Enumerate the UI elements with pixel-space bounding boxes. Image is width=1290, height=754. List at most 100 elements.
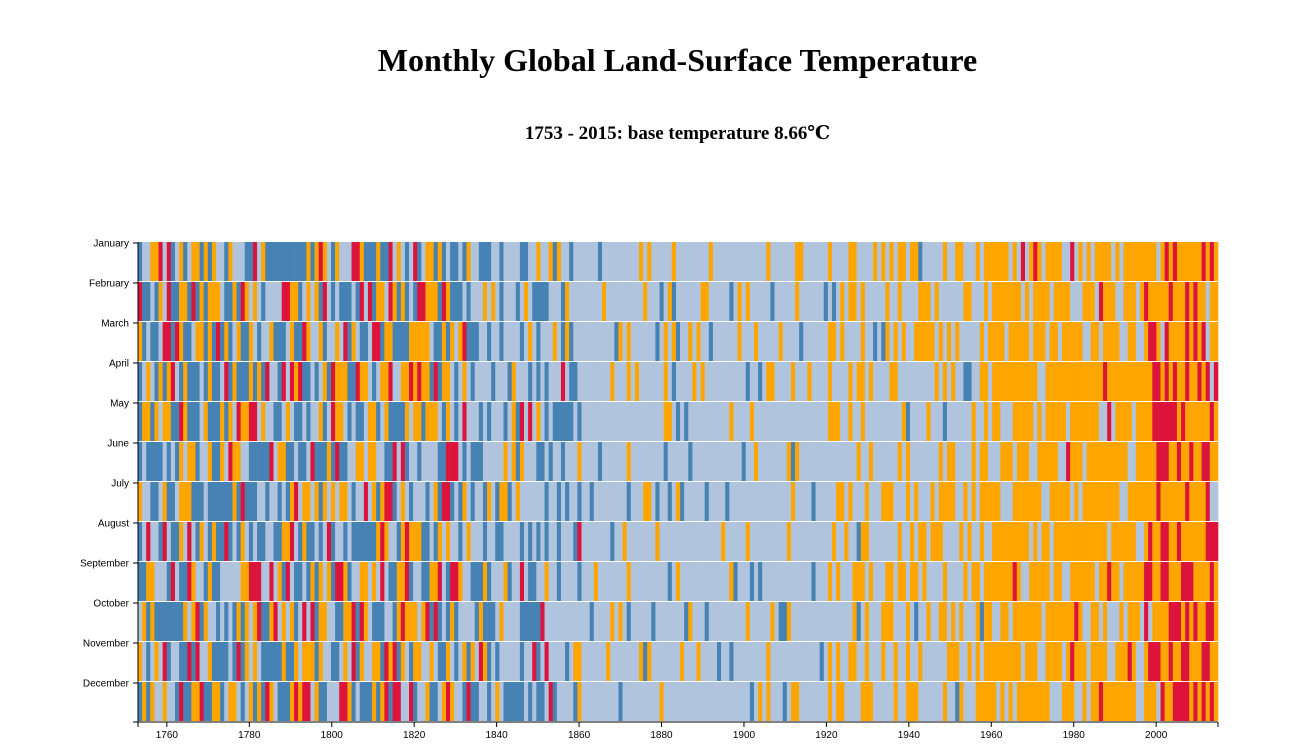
heatmap-cell[interactable] <box>236 602 241 641</box>
heatmap-cell[interactable] <box>166 562 172 601</box>
heatmap-cell[interactable] <box>433 402 439 441</box>
heatmap-cell[interactable] <box>733 322 738 361</box>
heatmap-cell[interactable] <box>877 282 882 321</box>
heatmap-cell[interactable] <box>367 282 373 321</box>
heatmap-cell[interactable] <box>326 642 332 681</box>
heatmap-cell[interactable] <box>232 642 237 681</box>
heatmap-cell[interactable] <box>996 442 1001 481</box>
heatmap-cell[interactable] <box>367 562 373 601</box>
heatmap-cell[interactable] <box>384 482 389 521</box>
heatmap-cell[interactable] <box>257 642 262 681</box>
heatmap-cell[interactable] <box>166 682 172 721</box>
heatmap-cell[interactable] <box>873 442 878 481</box>
heatmap-cell[interactable] <box>934 322 940 361</box>
heatmap-cell[interactable] <box>565 362 570 401</box>
heatmap-cell[interactable] <box>684 562 689 601</box>
heatmap-cell[interactable] <box>634 322 640 361</box>
heatmap-cell[interactable] <box>729 362 734 401</box>
heatmap-cell[interactable] <box>491 602 496 641</box>
heatmap-cell[interactable] <box>503 482 508 521</box>
heatmap-cell[interactable] <box>643 362 648 401</box>
heatmap-cell[interactable] <box>294 682 299 721</box>
heatmap-cell[interactable] <box>897 282 903 321</box>
heatmap-cell[interactable] <box>1057 322 1063 361</box>
heatmap-cell[interactable] <box>560 482 566 521</box>
heatmap-cell[interactable] <box>540 642 545 681</box>
heatmap-cell[interactable] <box>983 522 989 561</box>
heatmap-cell[interactable] <box>606 402 611 441</box>
heatmap-cell[interactable] <box>515 282 521 321</box>
heatmap-cell[interactable] <box>174 642 180 681</box>
heatmap-cell[interactable] <box>450 642 455 681</box>
heatmap-cell[interactable] <box>996 402 1001 441</box>
heatmap-cell[interactable] <box>893 562 898 601</box>
heatmap-cell[interactable] <box>975 282 981 321</box>
heatmap-cell[interactable] <box>581 602 586 641</box>
heatmap-cell[interactable] <box>795 642 800 681</box>
heatmap-cell[interactable] <box>433 642 439 681</box>
heatmap-cell[interactable] <box>597 402 603 441</box>
heatmap-cell[interactable] <box>470 682 476 721</box>
heatmap-cell[interactable] <box>573 482 578 521</box>
heatmap-cell[interactable] <box>634 642 640 681</box>
heatmap-cell[interactable] <box>491 322 496 361</box>
heatmap-cell[interactable] <box>552 282 558 321</box>
heatmap-cell[interactable] <box>643 482 648 521</box>
heatmap-cell[interactable] <box>651 482 656 521</box>
heatmap-cell[interactable] <box>951 522 956 561</box>
heatmap-cell[interactable] <box>815 242 820 281</box>
heatmap-cell[interactable] <box>519 322 525 361</box>
heatmap-cell[interactable] <box>392 602 398 641</box>
heatmap-cell[interactable] <box>244 482 250 521</box>
heatmap-cell[interactable] <box>351 242 356 281</box>
heatmap-cell[interactable] <box>663 562 669 601</box>
heatmap-cell[interactable] <box>655 282 660 321</box>
heatmap-cell[interactable] <box>339 682 344 721</box>
heatmap-cell[interactable] <box>963 482 968 521</box>
heatmap-cell[interactable] <box>1111 682 1116 721</box>
heatmap-cell[interactable] <box>1107 282 1112 321</box>
heatmap-cell[interactable] <box>277 642 283 681</box>
heatmap-cell[interactable] <box>753 482 759 521</box>
heatmap-cell[interactable] <box>478 682 484 721</box>
heatmap-cell[interactable] <box>831 482 837 521</box>
heatmap-cell[interactable] <box>831 442 837 481</box>
heatmap-cell[interactable] <box>1193 522 1198 561</box>
heatmap-cell[interactable] <box>548 602 554 641</box>
heatmap-cell[interactable] <box>942 562 948 601</box>
heatmap-cell[interactable] <box>380 402 385 441</box>
heatmap-cell[interactable] <box>926 602 931 641</box>
heatmap-cell[interactable] <box>1148 522 1153 561</box>
heatmap-cell[interactable] <box>199 402 205 441</box>
heatmap-cell[interactable] <box>400 602 406 641</box>
heatmap-cell[interactable] <box>758 402 763 441</box>
heatmap-cell[interactable] <box>376 562 381 601</box>
heatmap-cell[interactable] <box>1053 602 1059 641</box>
heatmap-cell[interactable] <box>1078 602 1083 641</box>
heatmap-cell[interactable] <box>540 522 545 561</box>
heatmap-cell[interactable] <box>532 282 537 321</box>
heatmap-cell[interactable] <box>285 322 291 361</box>
heatmap-cell[interactable] <box>1049 562 1055 601</box>
heatmap-cell[interactable] <box>466 402 471 441</box>
heatmap-cell[interactable] <box>823 482 829 521</box>
heatmap-cell[interactable] <box>889 322 894 361</box>
heatmap-cell[interactable] <box>811 402 816 441</box>
heatmap-cell[interactable] <box>696 562 701 601</box>
heatmap-cell[interactable] <box>721 642 726 681</box>
heatmap-cell[interactable] <box>737 682 742 721</box>
heatmap-cell[interactable] <box>1041 322 1046 361</box>
heatmap-cell[interactable] <box>331 242 336 281</box>
heatmap-cell[interactable] <box>244 322 250 361</box>
heatmap-cell[interactable] <box>790 282 796 321</box>
heatmap-cell[interactable] <box>1033 522 1038 561</box>
heatmap-cell[interactable] <box>988 322 993 361</box>
heatmap-cell[interactable] <box>1082 522 1087 561</box>
heatmap-cell[interactable] <box>335 402 340 441</box>
heatmap-cell[interactable] <box>1000 562 1005 601</box>
heatmap-cell[interactable] <box>528 562 533 601</box>
heatmap-cell[interactable] <box>766 602 771 641</box>
heatmap-cell[interactable] <box>1082 402 1087 441</box>
heatmap-cell[interactable] <box>1189 402 1194 441</box>
heatmap-cell[interactable] <box>162 482 168 521</box>
